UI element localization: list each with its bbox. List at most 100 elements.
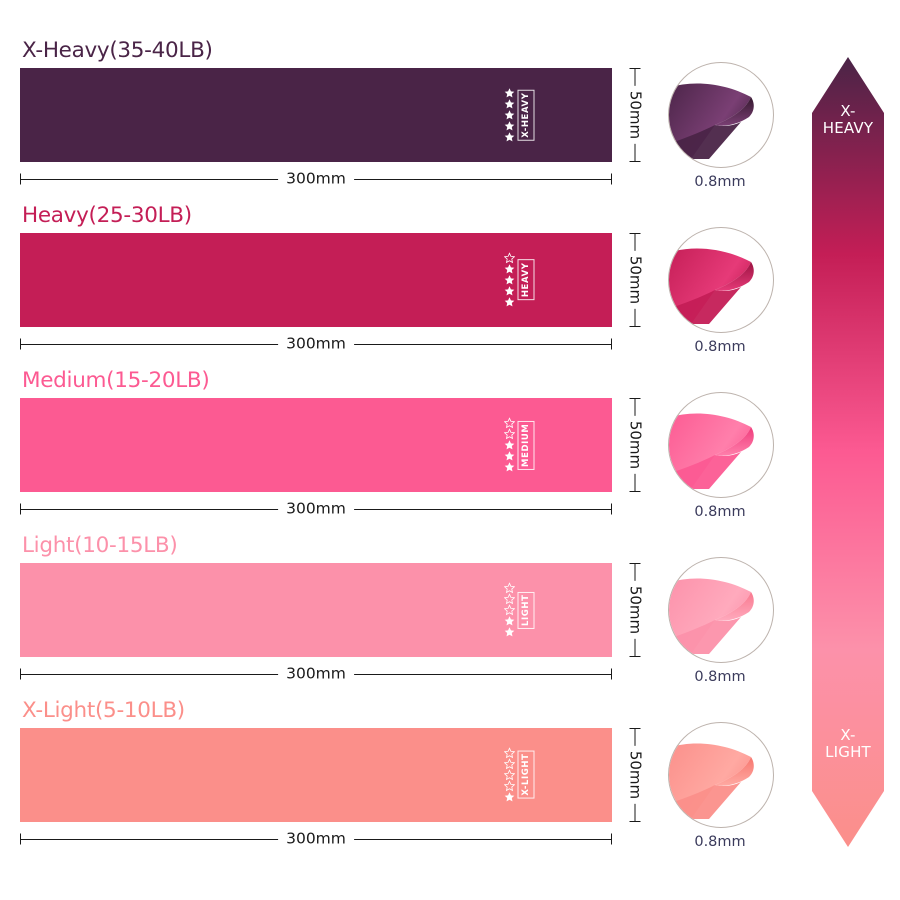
height-dimension-label: 50mm — [627, 250, 645, 310]
star-filled-icon — [504, 132, 514, 142]
dimension-tick-left — [20, 833, 21, 845]
dimension-tick-left — [20, 503, 21, 515]
thickness-detail-medium: 0.8mm — [668, 392, 786, 520]
thickness-label: 0.8mm — [694, 339, 746, 355]
dimension-tick-right — [611, 668, 612, 680]
star-outline-icon — [503, 252, 515, 264]
thickness-detail-circle — [668, 392, 774, 498]
dimension-tick-bottom — [629, 656, 641, 657]
width-dimension-label: 300mm — [278, 501, 354, 517]
band-strip: LIGHT — [20, 563, 612, 657]
thickness-label: 0.8mm — [694, 834, 746, 850]
width-dimension-label: 300mm — [278, 666, 354, 682]
height-dimension: 50mm — [624, 563, 646, 657]
star-filled-icon — [504, 462, 514, 472]
height-dimension-label: 50mm — [627, 580, 645, 640]
star-outline-icon — [503, 417, 515, 429]
star-filled-icon — [504, 440, 514, 450]
dimension-tick-right — [611, 503, 612, 515]
dimension-tick-bottom — [629, 491, 641, 492]
width-dimension: 300mm — [20, 665, 612, 683]
band-star-rating — [503, 252, 515, 308]
thickness-detail-light: 0.8mm — [668, 557, 786, 685]
band-star-rating — [504, 88, 515, 143]
star-filled-icon — [504, 275, 514, 285]
width-dimension: 300mm — [20, 335, 612, 353]
band-title: X-Light(5-10LB) — [22, 698, 185, 723]
dimension-tick-top — [629, 68, 641, 69]
scale-bottom-label-line2: LIGHT — [825, 743, 871, 762]
width-dimension: 300mm — [20, 830, 612, 848]
dimension-tick-top — [629, 398, 641, 399]
band-title: Light(10-15LB) — [22, 533, 178, 558]
dimension-tick-top — [629, 728, 641, 729]
band-print-mark: X-LIGHT — [503, 747, 534, 803]
star-filled-icon — [504, 88, 514, 98]
star-outline-icon — [503, 758, 515, 770]
star-filled-icon — [504, 792, 514, 802]
band-print-mark: LIGHT — [503, 582, 534, 638]
band-strip: X-LIGHT — [20, 728, 612, 822]
dimension-tick-left — [20, 338, 21, 350]
width-dimension-label: 300mm — [278, 831, 354, 847]
dimension-tick-right — [611, 833, 612, 845]
star-outline-icon — [503, 780, 515, 792]
star-filled-icon — [504, 286, 514, 296]
thickness-detail-circle — [668, 227, 774, 333]
band-strip: HEAVY — [20, 233, 612, 327]
width-dimension: 300mm — [20, 500, 612, 518]
band-level-tag: MEDIUM — [517, 420, 534, 470]
thickness-label: 0.8mm — [694, 504, 746, 520]
height-dimension: 50mm — [624, 728, 646, 822]
thickness-detail-circle — [668, 722, 774, 828]
band-level-tag: X-HEAVY — [517, 89, 534, 141]
band-star-rating — [503, 417, 515, 473]
band-title: Heavy(25-30LB) — [22, 203, 192, 228]
height-dimension: 50mm — [624, 68, 646, 162]
resistance-scale-arrow: X- HEAVY X- LIGHT — [812, 57, 884, 847]
band-star-rating — [503, 747, 515, 803]
band-level-tag: LIGHT — [517, 591, 534, 629]
width-dimension: 300mm — [20, 170, 612, 188]
band-strip: X-HEAVY — [20, 68, 612, 162]
thickness-label: 0.8mm — [694, 174, 746, 190]
star-filled-icon — [504, 627, 514, 637]
scale-top-label: X- HEAVY — [812, 103, 884, 137]
band-print-mark: X-HEAVY — [504, 88, 534, 143]
star-outline-icon — [503, 582, 515, 594]
dimension-tick-top — [629, 233, 641, 234]
dimension-tick-right — [611, 173, 612, 185]
height-dimension: 50mm — [624, 233, 646, 327]
dimension-tick-top — [629, 563, 641, 564]
star-filled-icon — [504, 616, 514, 626]
width-dimension-label: 300mm — [278, 171, 354, 187]
star-outline-icon — [503, 604, 515, 616]
star-filled-icon — [504, 99, 514, 109]
thickness-detail-circle — [668, 62, 774, 168]
thickness-label: 0.8mm — [694, 669, 746, 685]
width-dimension-label: 300mm — [278, 336, 354, 352]
band-star-rating — [503, 582, 515, 638]
height-dimension: 50mm — [624, 398, 646, 492]
band-strip: MEDIUM — [20, 398, 612, 492]
height-dimension-label: 50mm — [627, 745, 645, 805]
thickness-detail-heavy: 0.8mm — [668, 227, 786, 355]
scale-bottom-label-line1: X- — [840, 726, 856, 745]
dimension-tick-bottom — [629, 821, 641, 822]
dimension-tick-right — [611, 338, 612, 350]
star-filled-icon — [504, 297, 514, 307]
scale-bottom-label: X- LIGHT — [812, 727, 884, 761]
height-dimension-label: 50mm — [627, 415, 645, 475]
dimension-tick-left — [20, 668, 21, 680]
star-outline-icon — [503, 428, 515, 440]
star-filled-icon — [504, 121, 514, 131]
scale-top-label-line2: HEAVY — [822, 118, 874, 137]
thickness-detail-x-heavy: 0.8mm — [668, 62, 786, 190]
dimension-tick-left — [20, 173, 21, 185]
scale-top-label-line1: X- — [840, 102, 856, 120]
dimension-tick-bottom — [629, 326, 641, 327]
star-outline-icon — [503, 747, 515, 759]
star-outline-icon — [503, 593, 515, 605]
band-print-mark: MEDIUM — [503, 417, 534, 473]
